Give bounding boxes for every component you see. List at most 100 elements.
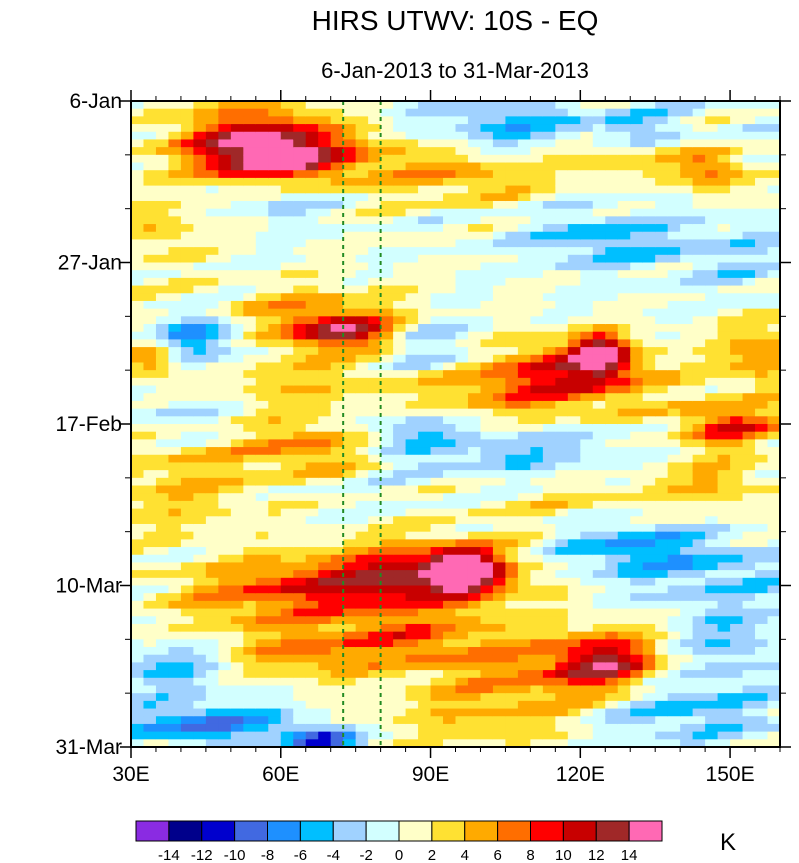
heatmap-cell bbox=[180, 416, 194, 425]
heatmap-cell bbox=[330, 477, 344, 487]
heatmap-cell bbox=[505, 516, 519, 525]
heatmap-cell bbox=[492, 193, 507, 202]
heatmap-cell bbox=[405, 231, 419, 241]
heatmap-cell bbox=[630, 670, 644, 679]
heatmap-cell bbox=[480, 662, 494, 671]
heatmap-cell bbox=[418, 339, 432, 348]
heatmap-cell bbox=[380, 216, 394, 225]
heatmap-cell bbox=[592, 508, 606, 517]
heatmap-cell bbox=[567, 470, 581, 479]
heatmap-cell bbox=[143, 708, 157, 717]
heatmap-cell bbox=[368, 331, 382, 340]
heatmap-cell bbox=[205, 623, 219, 633]
heatmap-cell bbox=[155, 577, 170, 587]
heatmap-cell bbox=[418, 408, 432, 417]
heatmap-cell bbox=[293, 108, 307, 117]
heatmap-cell bbox=[255, 539, 269, 548]
heatmap-cell bbox=[143, 424, 157, 433]
heatmap-cell bbox=[405, 708, 419, 717]
heatmap-cell bbox=[180, 170, 194, 179]
heatmap-cell bbox=[293, 239, 307, 248]
heatmap-cell bbox=[305, 608, 319, 617]
heatmap-cell bbox=[405, 124, 419, 133]
heatmap-cell bbox=[655, 577, 669, 587]
heatmap-cell bbox=[205, 339, 219, 348]
heatmap-cell bbox=[268, 224, 282, 233]
heatmap-cell bbox=[530, 639, 544, 648]
heatmap-cell bbox=[430, 308, 444, 317]
heatmap-cell bbox=[542, 400, 556, 410]
heatmap-cell bbox=[330, 254, 344, 264]
heatmap-cell bbox=[617, 162, 631, 171]
heatmap-cell bbox=[517, 731, 531, 740]
heatmap-cell bbox=[230, 500, 244, 510]
heatmap-cell bbox=[430, 500, 444, 510]
heatmap-cell bbox=[293, 593, 307, 602]
heatmap-cell bbox=[717, 523, 731, 533]
heatmap-cell bbox=[617, 570, 631, 579]
heatmap-cell bbox=[630, 716, 644, 725]
heatmap-cell bbox=[580, 708, 594, 717]
heatmap-cell bbox=[755, 677, 769, 687]
heatmap-cell bbox=[517, 177, 531, 187]
heatmap-cell bbox=[405, 523, 419, 533]
heatmap-cell bbox=[742, 485, 756, 494]
heatmap-cell bbox=[243, 623, 257, 633]
heatmap-cell bbox=[193, 131, 207, 141]
heatmap-cell bbox=[542, 331, 556, 340]
heatmap-cell bbox=[592, 639, 606, 648]
heatmap-cell bbox=[380, 385, 394, 394]
heatmap-cell bbox=[467, 354, 482, 364]
heatmap-cell bbox=[280, 731, 294, 740]
heatmap-cell bbox=[642, 708, 656, 717]
heatmap-cell bbox=[630, 700, 644, 710]
heatmap-cell bbox=[455, 277, 469, 287]
heatmap-cell bbox=[767, 254, 780, 264]
heatmap-cell bbox=[630, 470, 644, 479]
heatmap-cell bbox=[268, 685, 282, 694]
heatmap-cell bbox=[243, 300, 257, 310]
heatmap-cell bbox=[717, 585, 731, 594]
heatmap-cell bbox=[243, 600, 257, 610]
heatmap-cell bbox=[143, 416, 157, 425]
heatmap-cell bbox=[717, 662, 731, 671]
heatmap-cell bbox=[318, 700, 332, 710]
heatmap-cell bbox=[517, 723, 531, 733]
heatmap-cell bbox=[355, 439, 369, 448]
heatmap-cell bbox=[517, 216, 531, 225]
heatmap-cell bbox=[755, 208, 769, 217]
heatmap-cell bbox=[343, 285, 357, 294]
heatmap-cell bbox=[330, 185, 344, 194]
heatmap-cell bbox=[592, 731, 606, 740]
heatmap-cell bbox=[230, 408, 244, 417]
heatmap-cell bbox=[655, 639, 669, 648]
heatmap-cell bbox=[305, 685, 319, 694]
heatmap-cell bbox=[218, 331, 232, 340]
heatmap-cell bbox=[492, 277, 507, 287]
heatmap-cell bbox=[330, 493, 344, 502]
heatmap-cell bbox=[293, 485, 307, 494]
heatmap-cell bbox=[505, 347, 519, 356]
heatmap-cell bbox=[742, 654, 756, 663]
heatmap-cell bbox=[430, 693, 444, 702]
heatmap-cell bbox=[630, 170, 644, 179]
heatmap-cell bbox=[492, 162, 507, 171]
heatmap-cell bbox=[318, 139, 332, 148]
heatmap-cell bbox=[430, 377, 444, 387]
heatmap-cell bbox=[230, 677, 244, 687]
colorbar-swatch bbox=[234, 820, 269, 842]
heatmap-cell bbox=[580, 616, 594, 625]
heatmap-cell bbox=[480, 162, 494, 171]
heatmap-cell bbox=[368, 216, 382, 225]
heatmap-cell bbox=[268, 270, 282, 279]
heatmap-cell bbox=[692, 370, 706, 379]
heatmap-cell bbox=[667, 393, 681, 402]
heatmap-cell bbox=[168, 716, 182, 725]
heatmap-cell bbox=[355, 631, 369, 640]
heatmap-cell bbox=[717, 677, 731, 687]
heatmap-cell bbox=[567, 385, 581, 394]
heatmap-cell bbox=[443, 347, 457, 356]
heatmap-cell bbox=[605, 654, 619, 663]
heatmap-cell bbox=[193, 300, 207, 310]
heatmap-cell bbox=[555, 623, 569, 633]
